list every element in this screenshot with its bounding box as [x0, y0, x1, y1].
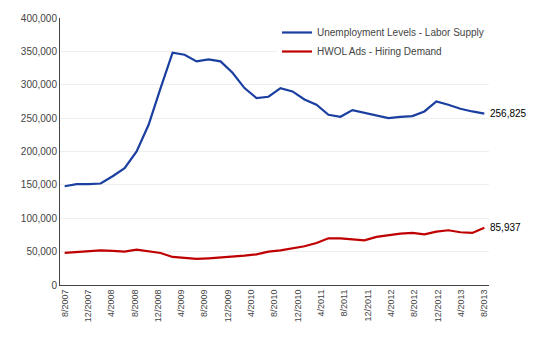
svg-text:200,000: 200,000: [21, 146, 58, 157]
svg-text:12/2009: 12/2009: [223, 290, 233, 323]
svg-text:Unemployment Levels - Labor Su: Unemployment Levels - Labor Supply: [317, 27, 484, 38]
svg-text:50,000: 50,000: [26, 246, 57, 257]
svg-text:0: 0: [51, 280, 57, 291]
svg-text:4/2009: 4/2009: [176, 290, 186, 318]
svg-text:250,000: 250,000: [21, 113, 58, 124]
svg-text:8/2010: 8/2010: [269, 290, 279, 318]
svg-text:8/2012: 8/2012: [409, 290, 419, 318]
svg-text:300,000: 300,000: [21, 79, 58, 90]
svg-text:12/2010: 12/2010: [293, 290, 303, 323]
svg-text:12/2007: 12/2007: [83, 290, 93, 323]
svg-text:4/2011: 4/2011: [316, 290, 326, 317]
svg-text:4/2008: 4/2008: [106, 290, 116, 318]
svg-text:4/2012: 4/2012: [386, 290, 396, 318]
svg-text:12/2008: 12/2008: [153, 290, 163, 323]
svg-text:12/2011: 12/2011: [363, 290, 373, 322]
svg-text:256,825: 256,825: [490, 108, 527, 119]
svg-text:4/2010: 4/2010: [246, 290, 256, 318]
svg-text:8/2013: 8/2013: [479, 290, 489, 318]
svg-text:8/2011: 8/2011: [339, 290, 349, 317]
svg-text:350,000: 350,000: [21, 46, 58, 57]
svg-text:8/2008: 8/2008: [130, 290, 140, 318]
svg-text:85,937: 85,937: [490, 222, 521, 233]
svg-text:12/2012: 12/2012: [433, 290, 443, 323]
svg-text:150,000: 150,000: [21, 179, 58, 190]
svg-text:HWOL Ads - Hiring Demand: HWOL Ads - Hiring Demand: [317, 46, 442, 57]
svg-text:4/2013: 4/2013: [456, 290, 466, 318]
svg-text:100,000: 100,000: [21, 213, 58, 224]
svg-text:8/2009: 8/2009: [199, 290, 209, 318]
svg-text:8/2007: 8/2007: [60, 290, 70, 318]
svg-text:400,000: 400,000: [21, 13, 58, 24]
